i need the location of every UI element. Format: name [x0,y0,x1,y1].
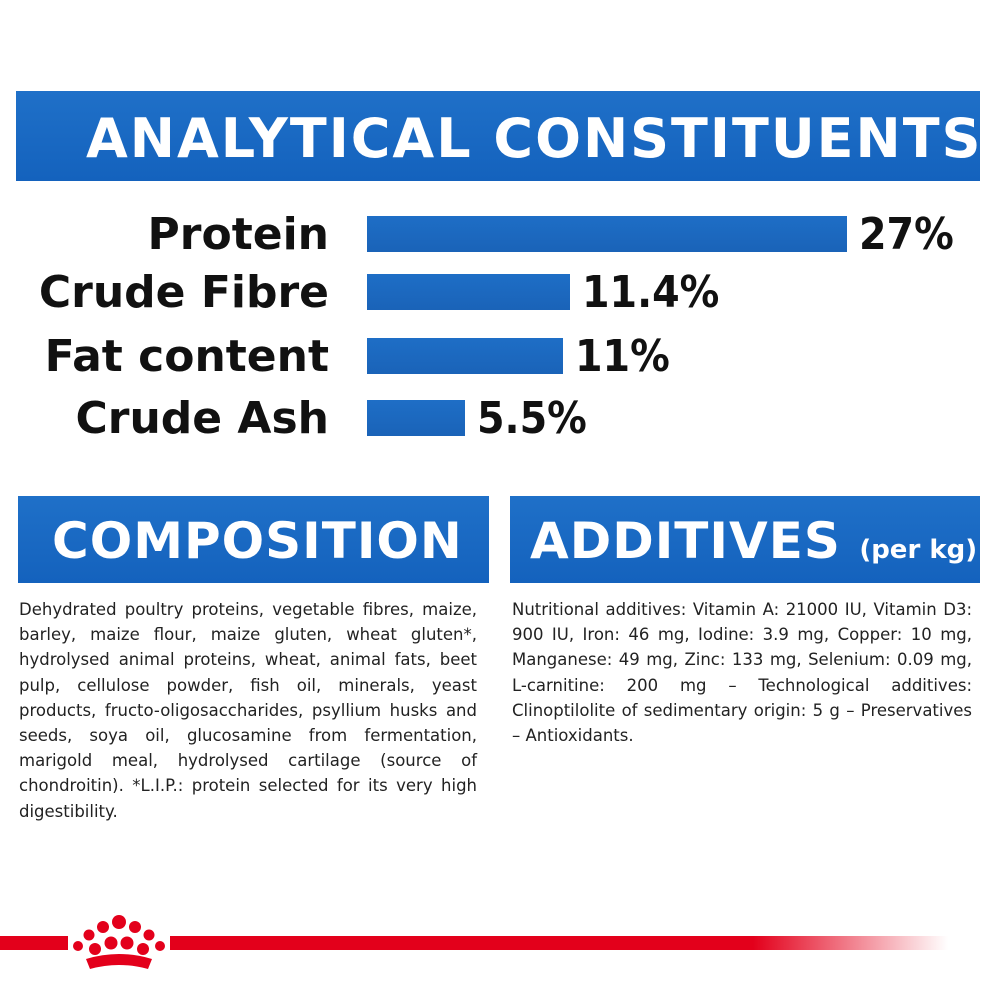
analytical-constituents-banner: ANALYTICAL CONSTITUENTS [16,91,980,181]
composition-banner: COMPOSITION [18,496,489,583]
additives-text: Nutritional additives: Vitamin A: 21000 … [512,600,972,746]
constituent-value: 27% [859,209,954,260]
footer-line-right [168,936,948,950]
royal-canin-crown-icon [68,913,170,975]
constituent-row: Crude Ash 5.5% [0,394,1000,444]
constituent-bar [367,274,570,310]
constituent-value: 5.5% [477,393,587,444]
brand-footer-line [0,936,1000,950]
constituent-row: Fat content 11% [0,332,1000,382]
constituent-bar [367,338,563,374]
constituent-value: 11.4% [582,267,720,318]
composition-title: COMPOSITION [52,512,463,570]
additives-title-wrap: ADDITIVES (per kg) [530,512,977,570]
constituent-row: Protein 27% [0,210,1000,260]
additives-banner: ADDITIVES (per kg) [510,496,980,583]
analytical-constituents-title: ANALYTICAL CONSTITUENTS [86,107,983,170]
constituent-label: Crude Ash [75,393,329,444]
footer-line-left [0,936,72,950]
constituent-value: 11% [575,331,670,382]
composition-text: Dehydrated poultry proteins, vegetable f… [19,600,477,821]
additives-title: ADDITIVES [530,512,841,570]
additives-subtitle: (per kg) [859,535,978,565]
constituent-label: Crude Fibre [38,267,329,318]
constituent-bar [367,216,847,252]
constituent-label: Protein [147,209,329,260]
constituent-label: Fat content [44,331,329,382]
constituent-row: Crude Fibre 11.4% [0,268,1000,318]
constituent-bar [367,400,465,436]
